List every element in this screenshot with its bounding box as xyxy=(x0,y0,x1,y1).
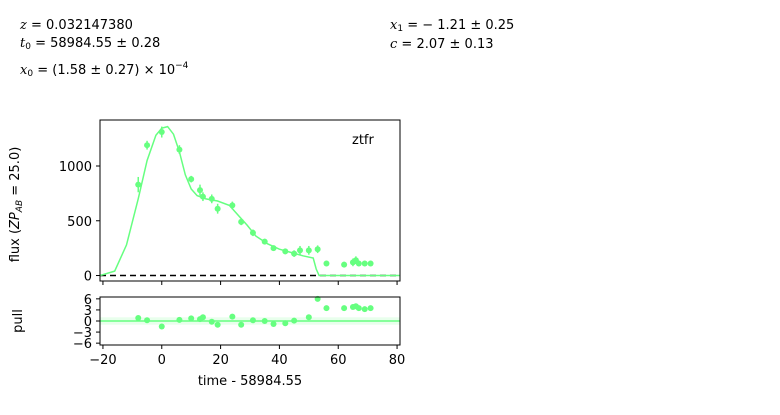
time-xlabel: time - 58984.55 xyxy=(198,374,302,389)
flux-point xyxy=(297,247,303,254)
flux-point xyxy=(323,260,330,267)
pull-point xyxy=(291,317,298,324)
param-x1-value: − 1.21 ± 0.25 xyxy=(422,18,515,33)
param-c: c = 2.07 ± 0.13 xyxy=(390,37,494,52)
flux-point xyxy=(135,181,142,188)
pull-point xyxy=(208,318,215,325)
flux-point xyxy=(282,248,289,255)
pull-xtick-label: −20 xyxy=(89,353,116,368)
pull-point xyxy=(176,316,183,323)
pull-ytick-label: 0 xyxy=(84,315,92,330)
pull-point xyxy=(270,320,277,327)
pull-point xyxy=(323,305,330,312)
flux-point xyxy=(238,218,245,225)
pull-point xyxy=(341,305,348,312)
flux-ylabel: flux (ZPAB = 25.0) xyxy=(8,147,25,263)
flux-point xyxy=(314,246,321,253)
pull-point xyxy=(249,317,256,324)
flux-point xyxy=(197,187,203,194)
pull-ytick-label: 3 xyxy=(84,304,92,319)
flux-point xyxy=(158,129,165,136)
param-x0: x0 = (1.58 ± 0.27) × 10−4 xyxy=(20,61,189,79)
flux-point xyxy=(199,193,206,200)
pull-point xyxy=(282,320,289,327)
param-z: z = 0.032147380 xyxy=(20,18,133,33)
pull-point xyxy=(367,305,374,312)
param-x1: x1 = − 1.21 ± 0.25 xyxy=(390,18,515,35)
pull-point xyxy=(361,306,368,313)
pull-point xyxy=(144,317,151,324)
model-curve xyxy=(100,125,400,277)
pull-point xyxy=(261,318,268,324)
pull-point xyxy=(158,323,165,330)
param-t0: t0 = 58984.55 ± 0.28 xyxy=(20,36,161,53)
pull-point xyxy=(188,315,195,322)
flux-point xyxy=(188,176,195,183)
flux-point xyxy=(144,142,151,149)
flux-ytick-label: 0 xyxy=(84,270,92,285)
flux-point xyxy=(176,146,183,153)
pull-xtick-label: 0 xyxy=(158,353,166,368)
pull-point xyxy=(229,313,236,320)
flux-point xyxy=(305,247,312,254)
flux-point xyxy=(208,195,215,202)
flux-ytick-label: 1000 xyxy=(59,160,92,175)
flux-ytick-label: 500 xyxy=(67,215,92,230)
flux-point xyxy=(249,229,256,236)
pull-ytick-label: −3 xyxy=(73,326,92,341)
pull-xtick-label: 20 xyxy=(212,353,229,368)
pull-point xyxy=(214,321,221,328)
flux-point xyxy=(261,238,268,245)
flux-axes-frame xyxy=(99,119,401,282)
pull-point xyxy=(238,321,245,328)
flux-point xyxy=(291,250,298,257)
pull-point xyxy=(199,314,206,321)
flux-point xyxy=(270,245,277,252)
flux-point xyxy=(229,202,236,209)
flux-point xyxy=(214,205,221,212)
pull-xtick-label: 60 xyxy=(330,353,347,368)
flux-point xyxy=(355,260,362,267)
flux-point xyxy=(361,260,368,267)
pull-xtick-label: 80 xyxy=(389,353,406,368)
pull-ytick-label: 6 xyxy=(84,293,92,308)
flux-panel: 0 500 1000 ztfr flux (ZPAB = 25.0) xyxy=(8,119,401,285)
param-t0-value: 58984.55 ± 0.28 xyxy=(50,36,161,51)
pull-xtick-label: 40 xyxy=(271,353,288,368)
param-x0-exponent: −4 xyxy=(175,61,189,71)
flux-point xyxy=(367,260,374,267)
pull-ylabel: pull xyxy=(11,309,26,333)
param-x0-value: (1.58 ± 0.27) × 10 xyxy=(52,63,176,78)
pull-point xyxy=(355,305,362,312)
pull-ytick-label: −6 xyxy=(73,337,92,352)
band-label: ztfr xyxy=(352,133,374,148)
param-z-value: 0.032147380 xyxy=(46,18,133,33)
param-c-value: 2.07 ± 0.13 xyxy=(416,37,494,52)
flux-point xyxy=(341,261,348,268)
pull-point xyxy=(135,315,142,322)
pull-point xyxy=(305,314,312,321)
